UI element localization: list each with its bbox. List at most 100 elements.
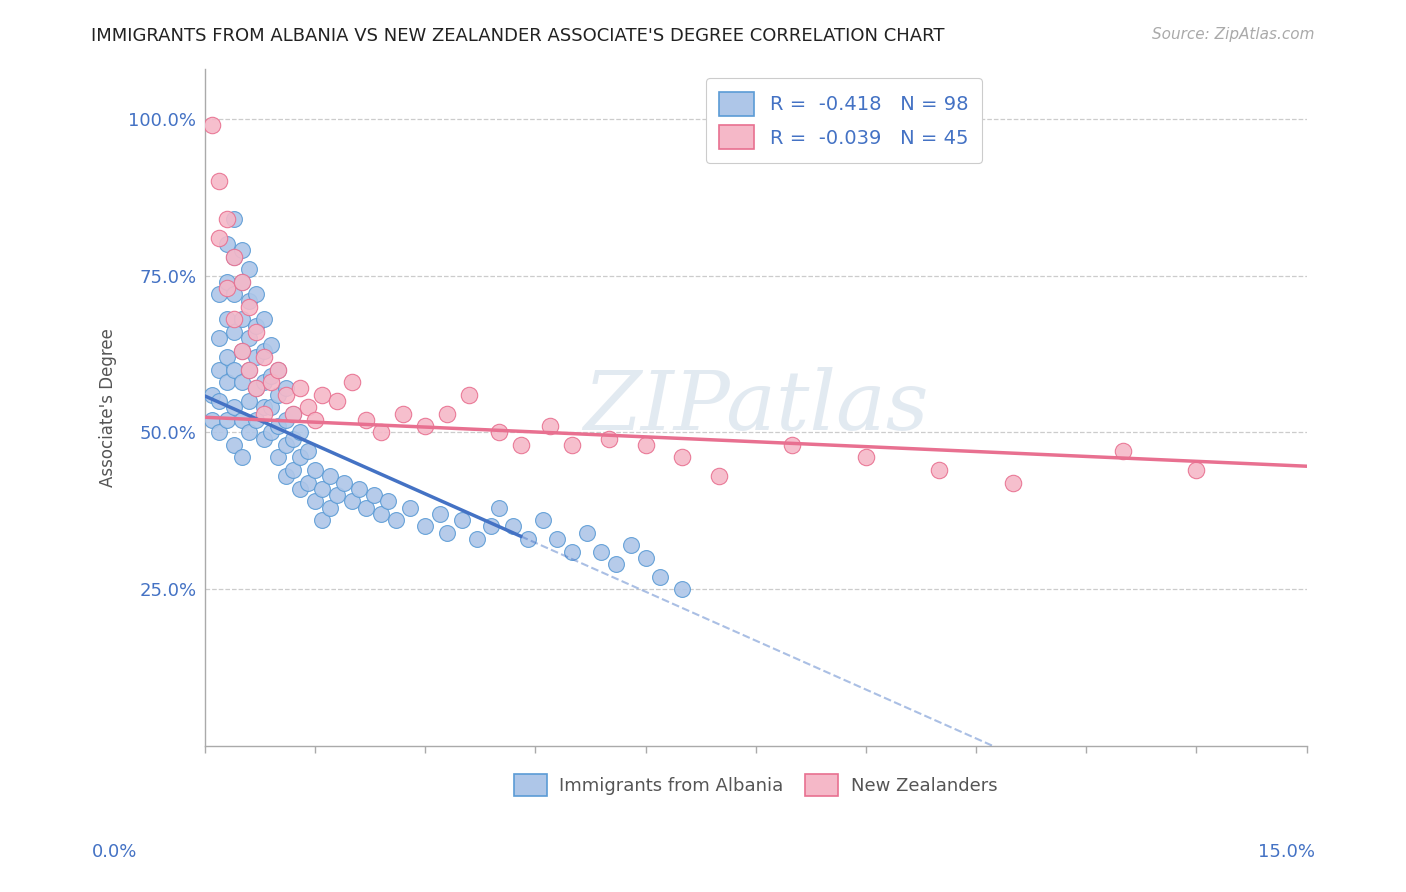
Point xyxy=(290,482,312,496)
Point xyxy=(377,494,399,508)
Point xyxy=(281,407,304,421)
Point xyxy=(436,525,458,540)
Point xyxy=(281,463,304,477)
Point xyxy=(224,212,246,227)
Point xyxy=(245,318,267,333)
Point xyxy=(201,118,224,132)
Point xyxy=(267,419,290,434)
Point xyxy=(290,381,312,395)
Point xyxy=(231,343,253,358)
Point xyxy=(591,544,613,558)
Point xyxy=(451,513,474,527)
Point xyxy=(252,432,274,446)
Point xyxy=(267,362,290,376)
Point xyxy=(208,425,231,440)
Point xyxy=(281,407,304,421)
Text: IMMIGRANTS FROM ALBANIA VS NEW ZEALANDER ASSOCIATE'S DEGREE CORRELATION CHART: IMMIGRANTS FROM ALBANIA VS NEW ZEALANDER… xyxy=(91,27,945,45)
Point xyxy=(224,362,246,376)
Point xyxy=(356,500,378,515)
Point xyxy=(238,425,260,440)
Point xyxy=(1001,475,1024,490)
Point xyxy=(215,375,238,389)
Point xyxy=(260,425,283,440)
Point xyxy=(252,350,274,364)
Point xyxy=(274,469,297,483)
Point xyxy=(208,231,231,245)
Point xyxy=(509,438,531,452)
Point xyxy=(252,401,274,415)
Point xyxy=(267,362,290,376)
Point xyxy=(326,394,349,409)
Point xyxy=(238,362,260,376)
Point xyxy=(297,401,319,415)
Point xyxy=(392,407,415,421)
Point xyxy=(326,488,349,502)
Point xyxy=(928,463,950,477)
Point xyxy=(502,519,524,533)
Point xyxy=(231,375,253,389)
Point xyxy=(488,425,510,440)
Point xyxy=(297,475,319,490)
Point xyxy=(311,482,333,496)
Text: ZIPatlas: ZIPatlas xyxy=(583,368,928,447)
Point xyxy=(245,381,267,395)
Point xyxy=(311,513,333,527)
Text: Source: ZipAtlas.com: Source: ZipAtlas.com xyxy=(1152,27,1315,42)
Point xyxy=(215,413,238,427)
Point xyxy=(215,350,238,364)
Point xyxy=(304,413,326,427)
Point xyxy=(252,407,274,421)
Point xyxy=(274,438,297,452)
Point xyxy=(215,281,238,295)
Point xyxy=(274,387,297,401)
Point xyxy=(215,212,238,227)
Point xyxy=(208,287,231,301)
Point xyxy=(318,469,340,483)
Point xyxy=(413,519,436,533)
Point xyxy=(224,401,246,415)
Point xyxy=(488,500,510,515)
Point xyxy=(399,500,422,515)
Y-axis label: Associate's Degree: Associate's Degree xyxy=(100,328,117,487)
Point xyxy=(281,432,304,446)
Point xyxy=(340,375,363,389)
Point xyxy=(201,387,224,401)
Point xyxy=(252,312,274,326)
Point xyxy=(224,287,246,301)
Point xyxy=(598,432,620,446)
Point xyxy=(561,544,583,558)
Point xyxy=(224,250,246,264)
Point xyxy=(370,425,392,440)
Point xyxy=(356,413,378,427)
Point xyxy=(231,312,253,326)
Point xyxy=(238,293,260,308)
Point xyxy=(252,343,274,358)
Point xyxy=(245,325,267,339)
Point xyxy=(333,475,356,490)
Point xyxy=(561,438,583,452)
Point xyxy=(671,450,693,465)
Point xyxy=(267,450,290,465)
Point xyxy=(238,362,260,376)
Point xyxy=(224,325,246,339)
Point xyxy=(517,532,540,546)
Point xyxy=(238,262,260,277)
Point xyxy=(385,513,408,527)
Point xyxy=(260,368,283,383)
Point xyxy=(231,343,253,358)
Point xyxy=(274,413,297,427)
Point xyxy=(370,507,392,521)
Point xyxy=(671,582,693,596)
Point xyxy=(231,275,253,289)
Point xyxy=(224,438,246,452)
Point xyxy=(347,482,370,496)
Point xyxy=(538,419,561,434)
Point xyxy=(224,250,246,264)
Point xyxy=(238,300,260,314)
Point xyxy=(311,387,333,401)
Point xyxy=(855,450,877,465)
Point xyxy=(245,287,267,301)
Point xyxy=(304,463,326,477)
Point xyxy=(267,387,290,401)
Point xyxy=(231,244,253,258)
